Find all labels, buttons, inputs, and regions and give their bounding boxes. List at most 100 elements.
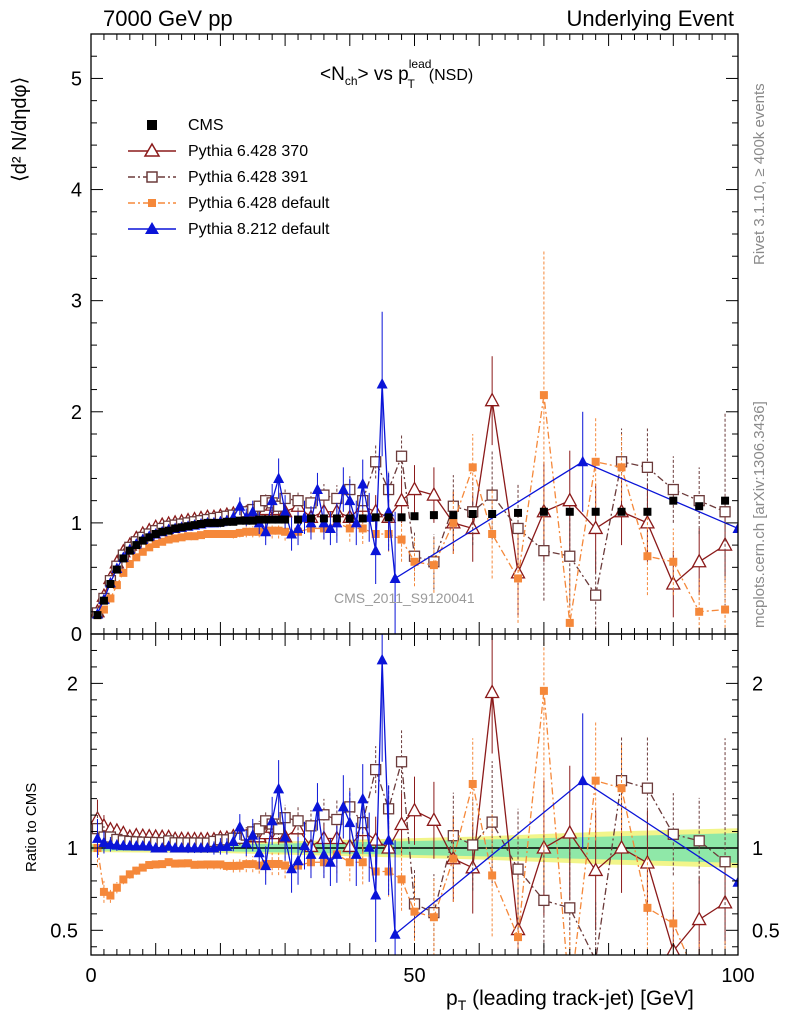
series-4-lower-point bbox=[286, 862, 298, 874]
series-4-upper-point bbox=[286, 528, 298, 539]
cms-data-point bbox=[209, 518, 218, 527]
series-3-upper-point bbox=[184, 532, 193, 541]
series-4-lower-point bbox=[163, 840, 175, 851]
main-panel-content bbox=[91, 250, 738, 634]
series-3-upper-point bbox=[468, 463, 477, 472]
series-3-lower-point bbox=[99, 887, 108, 896]
y-tick-label-lower-left: 0.5 bbox=[50, 920, 78, 942]
series-3-lower-point bbox=[591, 776, 600, 785]
series-1-upper-line bbox=[96, 400, 726, 613]
cms-data-point bbox=[274, 515, 283, 524]
cms-data-point bbox=[468, 510, 477, 518]
series-3-lower-point bbox=[196, 860, 205, 869]
series-4-lower-point bbox=[383, 834, 395, 845]
series-4-upper-point bbox=[370, 544, 382, 556]
series-2-upper-point bbox=[538, 545, 550, 557]
cms-data-point bbox=[565, 507, 574, 516]
series-3-lower-point bbox=[695, 980, 703, 988]
series-3-upper-point bbox=[196, 531, 205, 540]
cms-data-point bbox=[222, 517, 231, 526]
series-3-upper-point bbox=[268, 526, 277, 535]
y-tick-label-upper: 4 bbox=[71, 180, 82, 202]
series-4-lower-point bbox=[337, 800, 349, 812]
series-3-lower-point bbox=[242, 860, 251, 869]
series-3-upper-point bbox=[695, 607, 704, 616]
series-4-upper-point bbox=[247, 505, 259, 517]
series-3-upper-point bbox=[591, 457, 600, 466]
cms-data-point bbox=[132, 541, 141, 550]
series-4-upper-point bbox=[324, 522, 336, 533]
series-4-lower-point bbox=[318, 848, 330, 859]
series-3-upper-line bbox=[97, 395, 726, 623]
series-4-lower-point bbox=[104, 838, 116, 849]
series-3-upper-point bbox=[106, 594, 115, 603]
series-3-upper-point bbox=[281, 527, 290, 536]
series-4-lower-point bbox=[350, 848, 362, 859]
cms-data-point bbox=[397, 513, 406, 522]
series-1-lower-point bbox=[588, 862, 604, 877]
series-3-lower-point bbox=[235, 861, 244, 870]
cms-data-point bbox=[99, 596, 108, 605]
y-tick-label-lower-left: 2 bbox=[67, 673, 78, 695]
series-3-upper-point bbox=[721, 605, 730, 614]
cms-data-point bbox=[306, 514, 315, 523]
cms-data-point bbox=[248, 516, 257, 525]
series-4-upper-point bbox=[376, 378, 388, 389]
cms-data-point bbox=[643, 507, 652, 516]
cms-data-point bbox=[268, 515, 277, 524]
series-4-lower-point bbox=[247, 829, 259, 840]
series-1-lower-point bbox=[613, 839, 630, 854]
series-3-lower-point bbox=[229, 861, 238, 870]
series-3-lower-point bbox=[397, 875, 406, 884]
series-4-upper-point bbox=[350, 516, 362, 528]
series-3-upper-point bbox=[345, 524, 354, 533]
energy-label: 7000 GeV pp bbox=[103, 6, 233, 31]
series-4-lower-point bbox=[363, 841, 375, 852]
series-1-lower-point bbox=[426, 811, 442, 826]
series-3-upper-point bbox=[397, 535, 406, 544]
series-3-upper-point bbox=[216, 530, 225, 538]
series-3-upper-point bbox=[539, 391, 548, 400]
legend-marker-pythia6-default bbox=[128, 199, 176, 207]
series-3-upper-point bbox=[429, 561, 438, 570]
series-4-upper-point bbox=[311, 483, 323, 495]
series-3-upper-point bbox=[151, 540, 160, 548]
cms-data-point bbox=[410, 512, 419, 521]
y-axis-label-upper: ⟨d² N/dηdφ⟩ bbox=[9, 76, 31, 182]
cms-data-point bbox=[216, 518, 225, 527]
series-1-lower-point bbox=[406, 802, 423, 817]
series-3-lower-point bbox=[132, 866, 141, 875]
series-2-lower-point bbox=[719, 856, 731, 868]
series-3-lower-point bbox=[488, 871, 497, 880]
series-1-upper-point bbox=[406, 481, 423, 496]
series-3-lower-point bbox=[125, 870, 134, 879]
series-4-lower-point bbox=[331, 848, 343, 859]
series-4-lower-point bbox=[299, 839, 311, 851]
cms-data-point bbox=[151, 530, 160, 538]
series-3-lower-point bbox=[268, 859, 277, 868]
cms-data-point bbox=[319, 514, 328, 523]
series-3-upper-point bbox=[164, 535, 173, 544]
mcplots-label: mcplots.cern.ch [arXiv:1306.3436] bbox=[751, 401, 768, 628]
legend-marker-pythia6-391 bbox=[128, 171, 176, 183]
series-3-upper-point bbox=[145, 543, 154, 552]
series-4-lower-point bbox=[311, 800, 323, 812]
series-3-lower-point bbox=[171, 859, 180, 868]
cms-data-point bbox=[345, 514, 354, 523]
series-2-lower-point bbox=[512, 863, 524, 875]
series-2-lower-point bbox=[395, 756, 408, 768]
series-2-lower-point bbox=[370, 763, 382, 776]
cms-data-point bbox=[196, 520, 205, 528]
x-tick-label: 100 bbox=[721, 965, 754, 987]
series-3-upper-point bbox=[132, 553, 141, 562]
series-4-lower-point bbox=[273, 782, 285, 794]
series-3-lower-point bbox=[617, 784, 626, 793]
series-3-upper-point bbox=[235, 528, 244, 537]
series-3-lower-point bbox=[669, 919, 678, 928]
series-3-lower-point bbox=[177, 859, 186, 868]
cms-data-point bbox=[106, 580, 115, 588]
series-3-lower-point bbox=[119, 875, 128, 884]
series-3-upper-point bbox=[119, 568, 128, 577]
series-3-upper-point bbox=[274, 526, 283, 535]
series-2-lower-point bbox=[590, 954, 602, 955]
